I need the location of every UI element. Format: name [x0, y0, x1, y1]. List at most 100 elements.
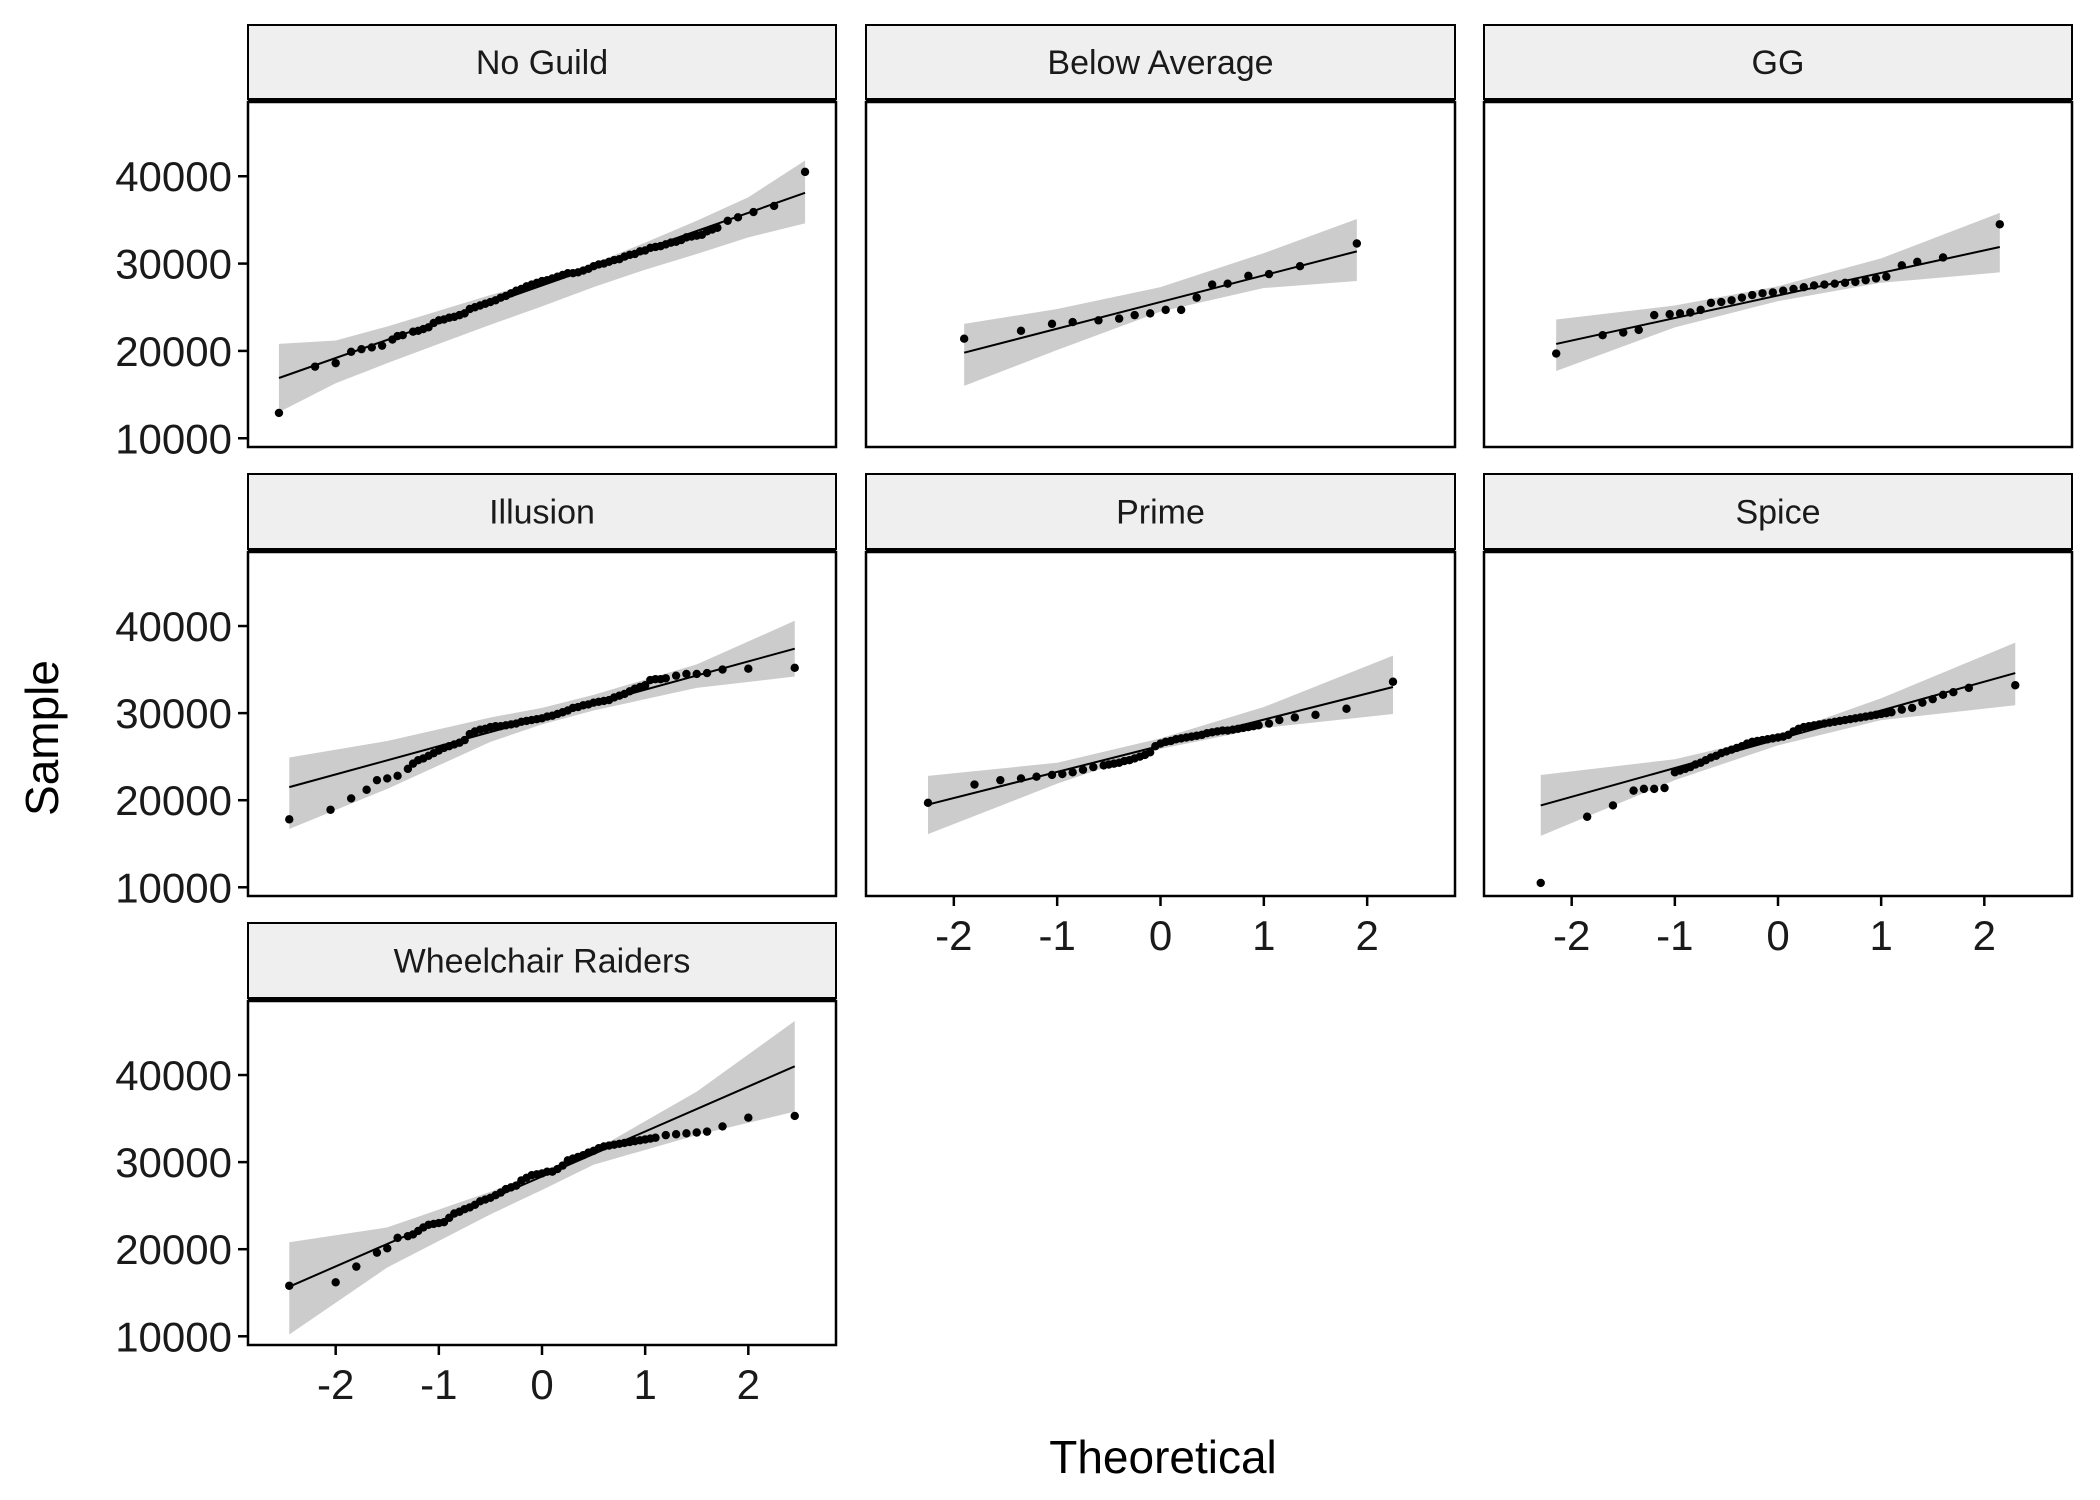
data-point	[671, 671, 681, 680]
data-point	[1058, 769, 1067, 779]
data-point	[1254, 721, 1263, 730]
data-point	[393, 771, 402, 781]
x-axes: -2 -1 0 1 2 -2 -1 0 1 2 -2 -1 0 1 2	[317, 896, 1996, 1408]
data-point	[558, 1161, 567, 1170]
data-point	[326, 805, 335, 814]
panel-frame	[1482, 550, 2074, 898]
y-tick-label: 10000	[115, 415, 232, 462]
data-point	[346, 347, 356, 356]
data-point	[346, 794, 356, 803]
x-tick-label: 1	[1252, 912, 1275, 959]
data-point	[1145, 748, 1155, 757]
data-point	[512, 1181, 521, 1190]
data-point	[1938, 253, 1948, 262]
data-point	[1840, 278, 1850, 287]
data-point	[713, 223, 722, 232]
data-point	[1809, 281, 1819, 290]
data-point	[372, 1248, 382, 1257]
data-point	[1068, 317, 1077, 327]
x-tick-label: 2	[1355, 912, 1378, 959]
data-point	[661, 1130, 670, 1140]
data-point	[1290, 713, 1300, 722]
data-point	[1727, 296, 1736, 305]
panel-content	[274, 160, 810, 418]
x-tick-label: 2	[1973, 912, 1996, 959]
strip-label-spice: Spice	[1735, 494, 1820, 532]
panel-frame	[1482, 100, 2074, 449]
data-point	[744, 1113, 753, 1122]
data-point	[1114, 314, 1124, 323]
data-point	[1047, 770, 1057, 780]
data-point	[1342, 704, 1351, 713]
data-point	[1244, 271, 1253, 281]
panel-content	[285, 620, 799, 829]
y-axis-illusion: 10000 20000 30000 40000	[115, 603, 248, 911]
y-tick-label: 40000	[115, 1052, 232, 1099]
x-axis-prime: -2 -1 0 1 2	[935, 896, 1379, 959]
data-point	[1608, 801, 1618, 810]
y-axes: 10000 20000 30000 40000 10000 20000 30000 40000…	[115, 153, 248, 1360]
data-point	[1598, 331, 1607, 340]
data-point	[923, 798, 933, 808]
data-point	[362, 785, 371, 794]
data-point	[744, 664, 753, 673]
data-point	[1078, 765, 1088, 774]
data-point	[1634, 325, 1643, 335]
data-point	[1851, 277, 1860, 287]
data-point	[1686, 308, 1695, 317]
data-point	[1778, 286, 1788, 295]
panel-wheelchair-raiders: Wheelchair Raiders	[246, 922, 838, 1347]
data-point	[1176, 305, 1186, 315]
panel-content	[923, 655, 1398, 835]
x-tick-label: -1	[420, 1361, 457, 1408]
x-tick-label: 1	[633, 1361, 656, 1408]
data-point	[1130, 310, 1139, 320]
data-point	[723, 216, 732, 225]
strip-gg	[1483, 24, 2073, 100]
data-point	[1717, 297, 1726, 307]
x-tick-label: 2	[737, 1361, 760, 1408]
panel-content	[959, 219, 1362, 386]
panel-frame	[864, 550, 1457, 898]
data-point	[1897, 705, 1906, 714]
data-point	[1918, 698, 1927, 707]
data-point	[1799, 282, 1808, 292]
data-point	[1161, 305, 1170, 315]
panel-frame	[246, 100, 838, 449]
x-tick-label: 0	[530, 1361, 553, 1408]
x-tick-label: -1	[1656, 912, 1693, 959]
data-point	[682, 669, 691, 679]
data-point	[1830, 279, 1839, 288]
y-tick-label: 20000	[115, 1226, 232, 1273]
data-point	[1094, 316, 1103, 325]
data-point	[1582, 812, 1592, 821]
strip-label-gg: GG	[1752, 44, 1805, 82]
data-point	[790, 663, 799, 673]
data-point	[1913, 257, 1922, 267]
data-point	[682, 1129, 691, 1138]
data-point	[1748, 290, 1757, 300]
strip-label-below-average: Below Average	[1047, 44, 1273, 82]
data-point	[1552, 349, 1561, 358]
data-point	[285, 815, 294, 824]
data-point	[1264, 719, 1274, 728]
data-point	[1032, 772, 1041, 781]
x-axis-spice: -2 -1 0 1 2	[1553, 896, 1996, 959]
data-point	[718, 1122, 727, 1131]
strip-prime	[865, 473, 1456, 550]
data-point	[790, 1111, 799, 1121]
reference-line	[1555, 246, 2001, 345]
data-point	[1768, 288, 1778, 297]
data-point	[331, 1278, 340, 1287]
data-point	[357, 344, 366, 354]
data-point	[1639, 784, 1649, 794]
data-point	[393, 1233, 402, 1243]
data-point	[1295, 262, 1305, 271]
strip-label-illusion: Illusion	[489, 494, 595, 532]
data-point	[1820, 280, 1829, 289]
data-point	[692, 1128, 701, 1137]
data-point	[1964, 683, 1974, 693]
x-axis-title: Theoretical	[1049, 1431, 1277, 1483]
data-point	[377, 341, 387, 350]
data-point	[383, 1244, 392, 1253]
